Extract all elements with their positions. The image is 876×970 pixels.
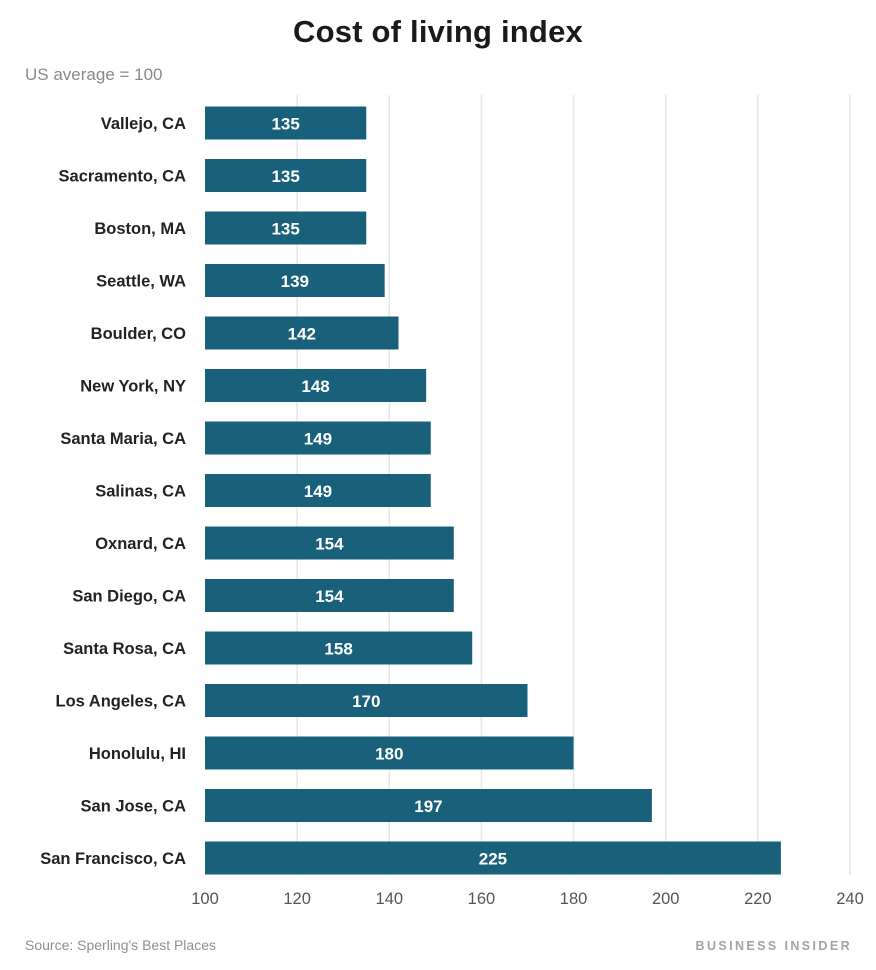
data-label: 135 [271, 220, 299, 239]
chart-subtitle: US average = 100 [25, 65, 163, 84]
data-label: 149 [304, 482, 332, 501]
bar [205, 474, 431, 507]
category-label: Santa Maria, CA [60, 430, 186, 448]
category-label: Oxnard, CA [95, 535, 186, 553]
x-tick-label: 240 [836, 890, 864, 908]
data-label: 154 [315, 535, 344, 554]
data-label: 149 [304, 430, 332, 449]
data-label: 158 [324, 640, 352, 659]
category-label: San Francisco, CA [40, 850, 186, 868]
bar [205, 421, 431, 455]
bar [205, 736, 574, 770]
category-label: Los Angeles, CA [56, 693, 187, 711]
x-tick-label: 180 [560, 890, 588, 908]
category-label: Sacramento, CA [59, 168, 187, 186]
category-label: New York, NY [80, 378, 186, 396]
data-label: 154 [315, 587, 344, 606]
x-tick-label: 220 [744, 890, 772, 908]
data-label: 142 [288, 325, 316, 344]
x-tick-label: 160 [468, 890, 496, 908]
category-label: Seattle, WA [96, 273, 186, 291]
category-label: Vallejo, CA [101, 115, 186, 133]
bar [205, 316, 399, 350]
bar [205, 579, 454, 612]
bar [205, 159, 367, 192]
data-label: 225 [479, 850, 507, 869]
bar [205, 526, 454, 560]
data-label: 170 [352, 692, 380, 711]
category-label: Honolulu, HI [89, 745, 186, 763]
chart-title: Cost of living index [293, 14, 583, 49]
bar [205, 211, 367, 245]
bar [205, 369, 427, 402]
bar [205, 264, 385, 297]
category-label: San Diego, CA [72, 588, 186, 606]
bar [205, 631, 473, 665]
data-label: 197 [414, 797, 442, 816]
x-tick-label: 100 [191, 890, 219, 908]
bar [205, 841, 781, 875]
x-tick-label: 200 [652, 890, 680, 908]
x-tick-label: 120 [283, 890, 311, 908]
data-label: 135 [271, 167, 299, 186]
category-label: Santa Rosa, CA [63, 640, 186, 658]
bar [205, 684, 528, 717]
brand-logo: BUSINESS INSIDER [695, 939, 852, 953]
x-tick-label: 140 [376, 890, 404, 908]
data-label: 139 [281, 272, 309, 291]
data-label: 180 [375, 745, 403, 764]
bar [205, 789, 652, 822]
category-label: San Jose, CA [81, 798, 187, 816]
bar [205, 106, 367, 140]
category-label: Salinas, CA [95, 483, 186, 501]
source-note: Source: Sperling's Best Places [25, 937, 216, 953]
data-label: 148 [301, 377, 329, 396]
category-label: Boston, MA [94, 220, 186, 238]
category-label: Boulder, CO [91, 325, 187, 343]
data-label: 135 [271, 115, 299, 134]
